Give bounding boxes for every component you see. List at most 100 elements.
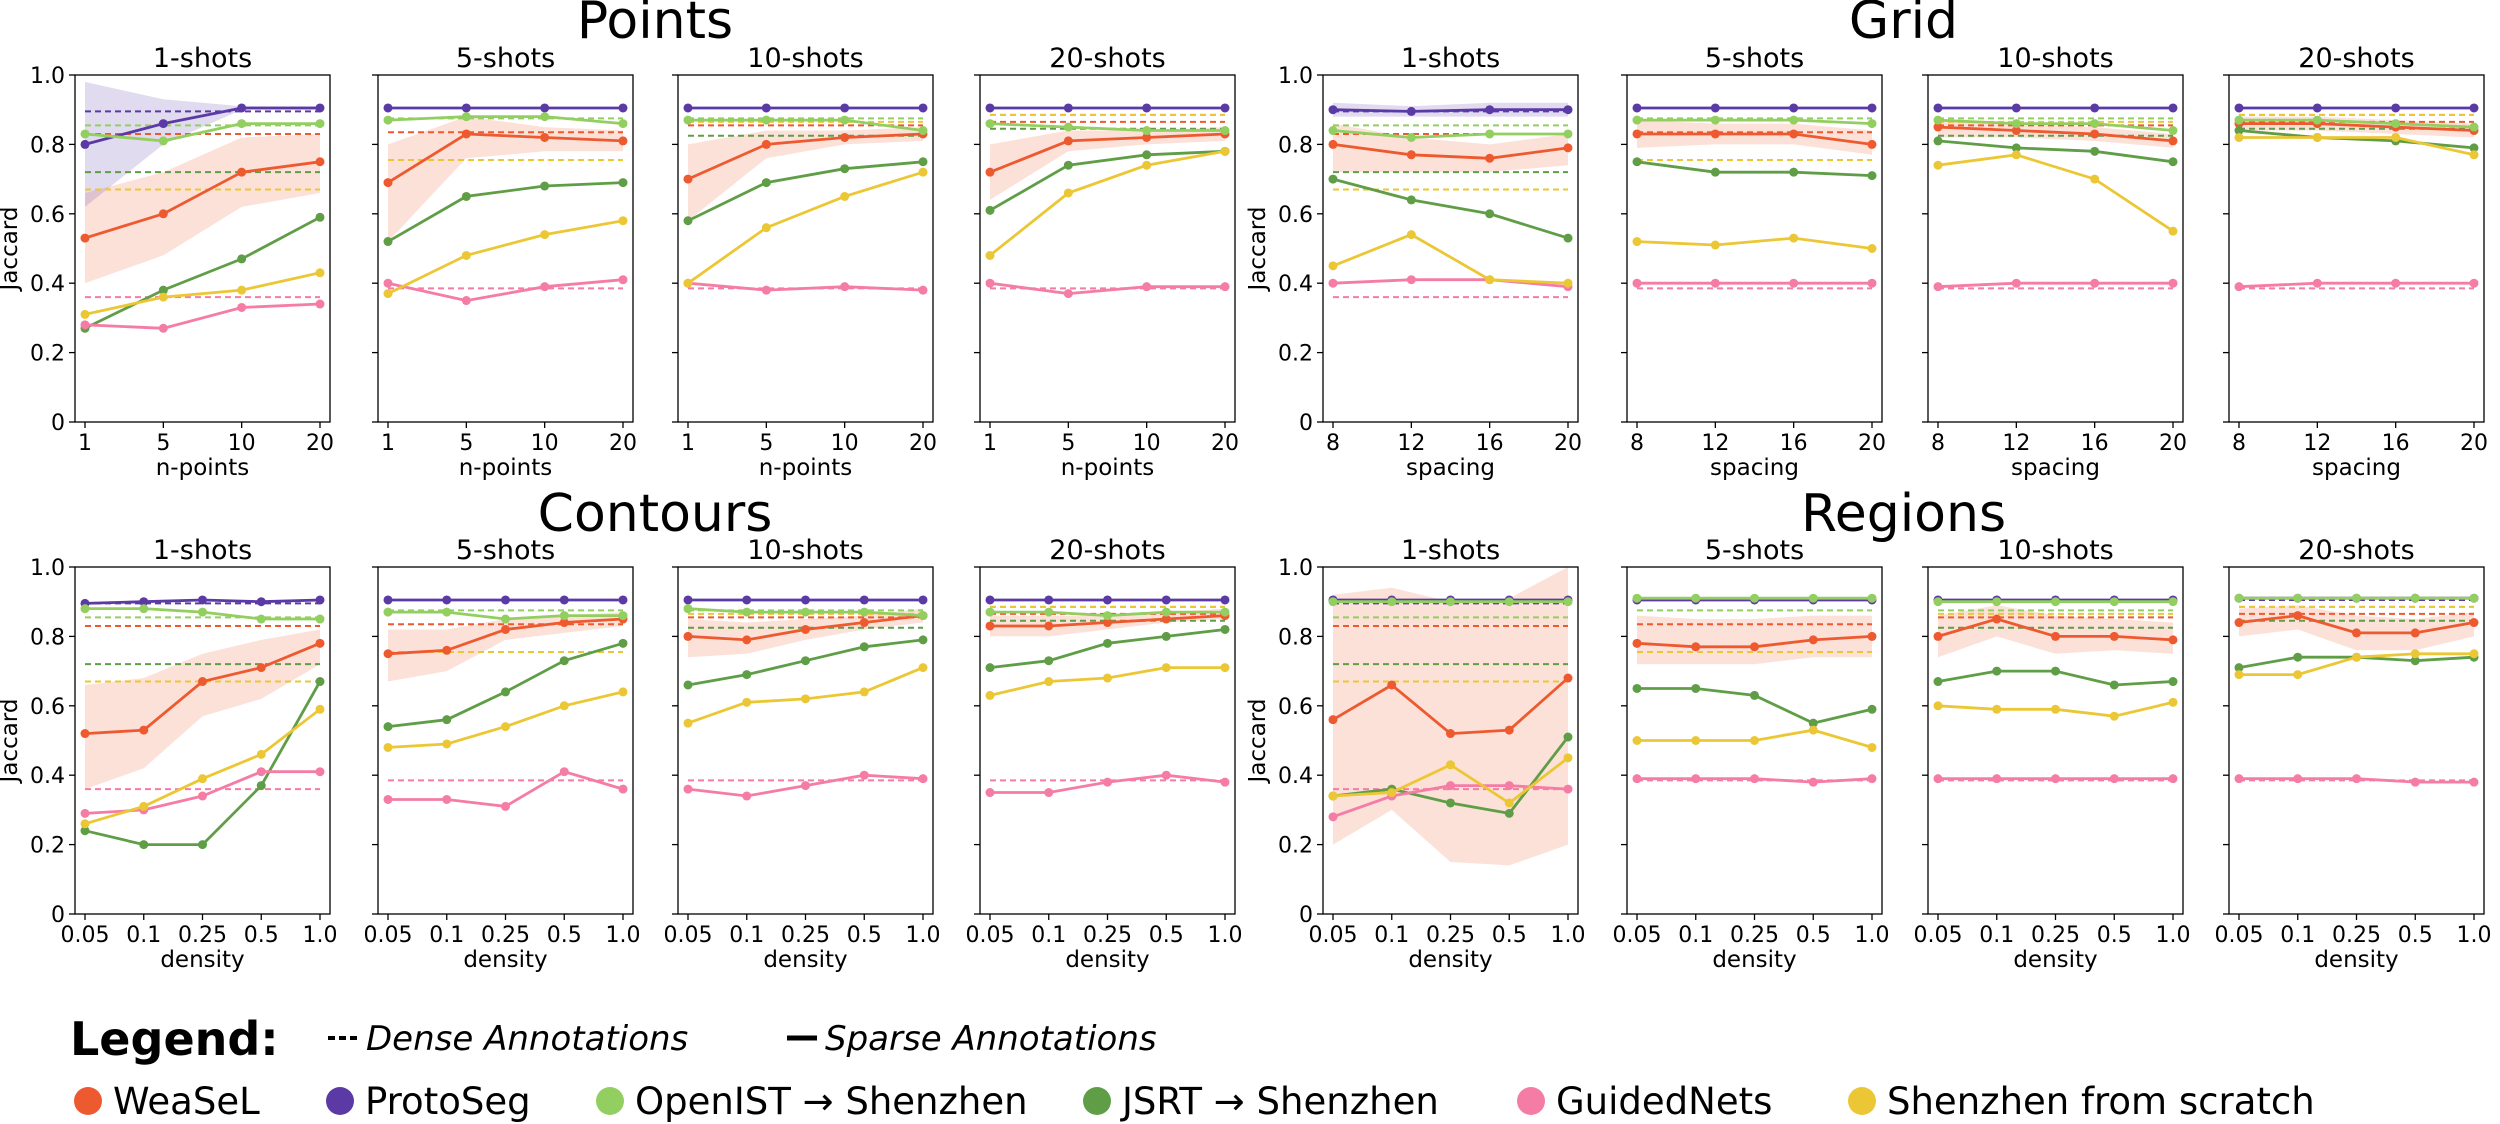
x-axis-label: density [1712, 947, 1796, 973]
panel-grid-1shots: 1-shots 0 0.2 0.4 0.6 0.8 1.0 Jaccard 8 12 16 20 spa… [1245, 43, 1582, 481]
data-point [1563, 784, 1573, 794]
series-line-5 [387, 219, 624, 295]
series-line-3 [2238, 129, 2475, 150]
data-point [1867, 119, 1877, 129]
data-point [1161, 614, 1171, 624]
data-point [1161, 663, 1171, 673]
data-point [1044, 788, 1054, 798]
data-point [315, 677, 325, 687]
legend-marker [1848, 1087, 1876, 1115]
series-line-0 [387, 132, 624, 184]
x-axis-label: density [2013, 947, 2097, 973]
data-point [198, 840, 207, 850]
data-point [1328, 791, 1338, 801]
panel-regions-20shots: 20-shots 0.05 0.1 0.25 0.5 1.0 density [2215, 535, 2492, 973]
series-line-0 [1637, 132, 1873, 146]
series-line-0 [687, 132, 924, 181]
data-point [2352, 652, 2361, 662]
panel-title: 10-shots [1997, 43, 2113, 74]
data-point [1632, 237, 1642, 247]
data-point [742, 595, 752, 605]
data-point [315, 157, 325, 167]
data-point [1789, 278, 1799, 288]
data-point [985, 663, 995, 673]
data-point [2312, 132, 2322, 142]
legend-marker [596, 1087, 624, 1115]
x-tick-label: 8 [2232, 431, 2246, 456]
data-point [618, 178, 628, 188]
data-point [80, 233, 90, 243]
data-point [2469, 649, 2479, 659]
x-tick-label: 1.0 [1551, 923, 1586, 948]
data-point [859, 770, 869, 780]
data-point [1406, 230, 1416, 240]
data-point [761, 115, 771, 125]
y-axis-label: Jaccard [0, 699, 23, 785]
data-point [2109, 680, 2119, 690]
x-tick-label: 12 [2303, 431, 2331, 456]
x-axis-label: n-points [759, 455, 853, 481]
x-tick-label: 0.5 [2398, 923, 2433, 948]
y-tick-label: 0.4 [30, 764, 65, 789]
panel-grid-5shots: 5-shots 8 12 16 20 spacing [1621, 43, 1886, 481]
panel-contours-20shots: 20-shots 0.05 0.1 0.25 0.5 1.0 density [966, 535, 1243, 973]
data-point [761, 285, 771, 295]
data-point [80, 320, 90, 330]
confidence-band-protoseg [85, 81, 320, 207]
data-point [383, 722, 393, 732]
legend-marker [74, 1087, 102, 1115]
data-point [1867, 704, 1877, 714]
data-point [1328, 715, 1338, 725]
x-tick-label: 16 [2081, 431, 2109, 456]
data-point [559, 767, 569, 777]
data-point [801, 656, 810, 666]
data-point [158, 292, 168, 302]
panel-title: 1-shots [153, 43, 252, 74]
legend-sparse-label: Sparse Annotations [825, 1019, 1157, 1059]
x-tick-label: 10 [831, 431, 859, 456]
data-point [801, 694, 810, 704]
data-point [158, 119, 168, 129]
data-point [1103, 618, 1112, 628]
data-point [918, 167, 928, 177]
data-point [985, 788, 995, 798]
data-point [1992, 704, 2002, 714]
data-point [985, 167, 995, 177]
data-point [1632, 115, 1642, 125]
y-tick-label: 0.8 [1278, 625, 1313, 650]
data-point [1142, 160, 1152, 170]
x-tick-label: 0.05 [1914, 923, 1963, 948]
x-axis-label: n-points [156, 455, 250, 481]
data-point [315, 103, 325, 113]
data-point [1933, 122, 1943, 132]
panel-title: 10-shots [747, 535, 863, 566]
data-point [985, 205, 995, 215]
x-tick-label: 0.05 [2215, 923, 2264, 948]
data-point [2293, 670, 2303, 680]
x-tick-label: 0.1 [429, 923, 464, 948]
series-line-5 [1636, 236, 1873, 250]
y-tick-label: 0.2 [30, 834, 65, 859]
x-tick-label: 20 [2159, 431, 2187, 456]
y-tick-label: 0.2 [1278, 834, 1313, 859]
legend-item-label: OpenIST → Shenzhen [635, 1080, 1028, 1123]
data-point [1387, 788, 1397, 798]
x-axis-label: spacing [1710, 455, 1799, 481]
x-tick-label: 1.0 [2156, 923, 2191, 948]
data-point [1328, 278, 1338, 288]
data-point [1220, 103, 1230, 113]
data-point [1103, 673, 1112, 683]
data-point [2234, 663, 2244, 673]
data-point [1992, 666, 2002, 676]
x-tick-label: 12 [1701, 431, 1729, 456]
data-point [2391, 278, 2401, 288]
data-point [383, 103, 393, 113]
data-point [256, 749, 266, 759]
data-point [985, 621, 995, 631]
data-point [1933, 631, 1943, 641]
x-tick-label: 5 [759, 431, 773, 456]
data-point [840, 164, 850, 174]
data-point [1161, 631, 1171, 641]
data-point [315, 119, 325, 129]
